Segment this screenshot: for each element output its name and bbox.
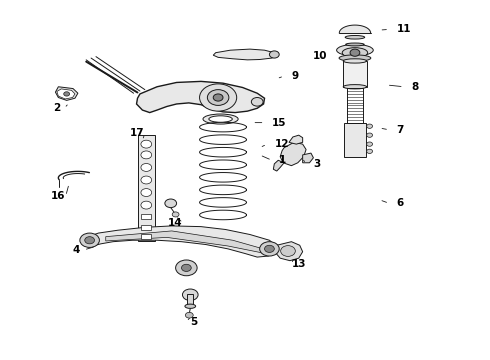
Polygon shape [57,89,75,99]
Circle shape [80,233,99,247]
Polygon shape [275,242,303,261]
Circle shape [85,237,95,244]
Text: 10: 10 [313,51,327,61]
Bar [347,88,363,123]
Text: 2: 2 [53,103,60,113]
Ellipse shape [339,55,371,61]
Ellipse shape [209,116,232,122]
Bar [142,214,151,220]
Circle shape [199,84,237,111]
Bar [343,61,367,87]
Polygon shape [84,226,277,257]
Circle shape [165,199,176,208]
Circle shape [141,151,152,159]
Circle shape [281,246,295,256]
Bar [142,234,151,239]
Circle shape [172,212,179,217]
Circle shape [141,201,152,209]
Circle shape [207,90,229,105]
Ellipse shape [342,48,368,58]
Circle shape [181,264,191,271]
Polygon shape [289,135,303,144]
Circle shape [260,242,279,256]
Text: 1: 1 [279,155,287,165]
Text: 15: 15 [272,118,286,128]
Bar [187,294,193,305]
Text: 3: 3 [314,159,320,169]
Text: 9: 9 [292,71,298,81]
Text: 6: 6 [396,198,404,208]
Circle shape [175,260,197,276]
Circle shape [64,92,70,96]
Polygon shape [280,142,306,166]
Circle shape [185,312,193,318]
Circle shape [367,124,372,129]
Text: 11: 11 [396,24,411,35]
Bar [344,123,366,157]
Circle shape [141,163,152,171]
Bar [142,225,151,230]
Polygon shape [55,87,78,100]
Text: 16: 16 [51,191,66,201]
Circle shape [213,94,223,101]
Text: 8: 8 [411,82,418,92]
Circle shape [141,189,152,197]
Circle shape [367,142,372,146]
Polygon shape [106,231,267,253]
Ellipse shape [203,114,238,124]
Circle shape [182,289,198,301]
Bar [138,135,155,241]
Ellipse shape [345,36,365,39]
Ellipse shape [185,304,196,309]
Text: 13: 13 [292,259,306,269]
Polygon shape [273,160,284,171]
Text: 12: 12 [274,139,289,149]
Text: 7: 7 [396,125,404,135]
Text: 17: 17 [130,129,145,138]
Circle shape [270,51,279,58]
Circle shape [367,149,372,153]
Circle shape [367,133,372,137]
Circle shape [251,98,263,106]
Ellipse shape [343,85,367,89]
Circle shape [265,245,274,252]
Ellipse shape [343,59,367,63]
Polygon shape [137,81,265,113]
Circle shape [141,140,152,148]
Circle shape [350,49,360,56]
Text: 5: 5 [190,317,197,327]
Text: 14: 14 [168,218,183,228]
Polygon shape [303,153,314,163]
Text: 4: 4 [73,245,80,255]
Circle shape [141,176,152,184]
Polygon shape [213,49,277,60]
Ellipse shape [337,44,373,56]
Ellipse shape [345,43,364,46]
